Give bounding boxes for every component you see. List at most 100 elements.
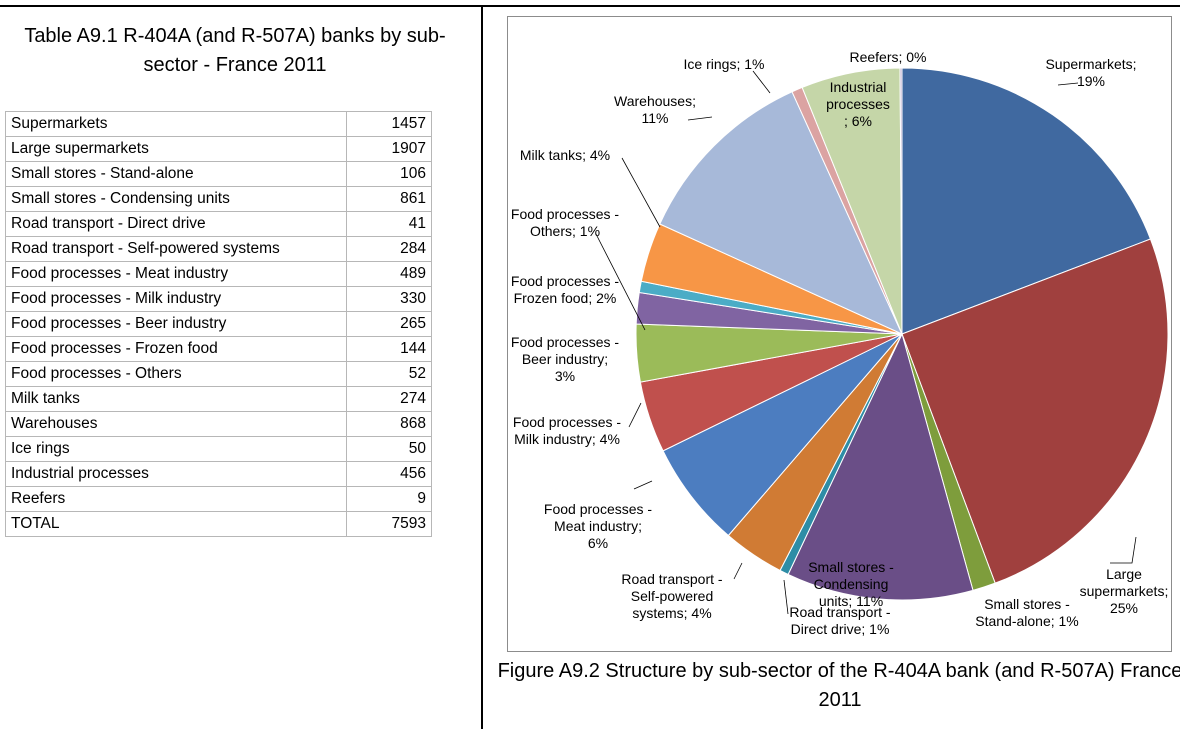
row-label: Food processes - Meat industry [5, 261, 347, 287]
slice-label: Small stores - [808, 559, 894, 575]
slice-label: Stand-alone; 1% [975, 613, 1079, 629]
row-value: 868 [346, 411, 432, 437]
row-label: Road transport - Direct drive [5, 211, 347, 237]
leader-line [752, 70, 771, 94]
row-value: 274 [346, 386, 432, 412]
table-row: Reefers 9 [5, 486, 432, 512]
row-value: 861 [346, 186, 432, 212]
leader-line [621, 157, 661, 228]
table-row: Food processes - Frozen food 144 [5, 336, 432, 362]
row-value: 41 [346, 211, 432, 237]
slice-label: Food processes - [511, 334, 619, 350]
row-label: Large supermarkets [5, 136, 347, 162]
row-value: 52 [346, 361, 432, 387]
row-value: 489 [346, 261, 432, 287]
row-label: Reefers [5, 486, 347, 512]
slice-label: Meat industry; [554, 518, 642, 534]
row-label: Road transport - Self-powered systems [5, 236, 347, 262]
table-row: Industrial processes 456 [5, 461, 432, 487]
row-value: 9 [346, 486, 432, 512]
slice-label: 6% [588, 535, 608, 551]
row-label: TOTAL [5, 511, 347, 537]
slice-label: Reefers; 0% [849, 49, 926, 65]
slice-label: 25% [1110, 600, 1138, 616]
slice-label: Small stores - [984, 596, 1070, 612]
table-row: Ice rings 50 [5, 436, 432, 462]
slice-label: Food processes - [511, 273, 619, 289]
leader-line [1110, 536, 1137, 564]
table-row: Food processes - Milk industry 330 [5, 286, 432, 312]
slice-label: systems; 4% [632, 605, 711, 621]
row-label: Food processes - Beer industry [5, 311, 347, 337]
pie-slice [899, 67, 903, 335]
slice-label: Supermarkets; [1045, 56, 1136, 72]
row-value: 1457 [346, 111, 432, 137]
slice-label: supermarkets; [1080, 583, 1169, 599]
table-row: TOTAL 7593 [5, 511, 432, 537]
table-row: Supermarkets 1457 [5, 111, 432, 137]
slice-label: units; 11% [819, 593, 883, 609]
leader-line [628, 402, 642, 428]
slice-label: Others; 1% [530, 223, 600, 239]
row-value: 456 [346, 461, 432, 487]
row-label: Industrial processes [5, 461, 347, 487]
table-row: Small stores - Stand-alone 106 [5, 161, 432, 187]
pie-slice [901, 238, 1169, 584]
row-label: Milk tanks [5, 386, 347, 412]
leader-line [595, 233, 646, 331]
slice-label: Warehouses; [614, 93, 696, 109]
table-row: Warehouses 868 [5, 411, 432, 437]
banks-table: Supermarkets 1457 Large supermarkets 1907 Sm… [5, 111, 432, 537]
row-value: 1907 [346, 136, 432, 162]
frame-column-divider [481, 5, 483, 729]
slice-label: 11% [642, 110, 669, 126]
pie-slice [787, 332, 974, 601]
table-row: Large supermarkets 1907 [5, 136, 432, 162]
slice-label: Food processes - [513, 414, 621, 430]
row-label: Warehouses [5, 411, 347, 437]
row-label: Ice rings [5, 436, 347, 462]
row-value: 144 [346, 336, 432, 362]
table-row: Food processes - Others 52 [5, 361, 432, 387]
table-row: Food processes - Meat industry 489 [5, 261, 432, 287]
table-caption: Table A9.1 R-404A (and R-507A) banks by … [24, 25, 446, 76]
table-row: Small stores - Condensing units 861 [5, 186, 432, 212]
slice-label: Food processes - [544, 501, 652, 517]
row-value: 50 [346, 436, 432, 462]
row-value: 106 [346, 161, 432, 187]
figure-caption: Figure A9.2 Structure by sub-sector of t… [497, 660, 1180, 711]
slice-label: Milk industry; 4% [514, 431, 620, 447]
slice-label: 3% [555, 368, 575, 384]
slice-label: Road transport - [789, 604, 890, 620]
leader-line [783, 579, 789, 615]
pie-slice [901, 67, 1152, 335]
slice-label: Frozen food; 2% [514, 290, 617, 306]
slice-label: Food processes - [511, 206, 619, 222]
slice-label: ; 6% [844, 113, 872, 129]
slice-label: Self-powered [631, 588, 714, 604]
row-label: Food processes - Frozen food [5, 336, 347, 362]
row-label: Food processes - Others [5, 361, 347, 387]
row-label: Supermarkets [5, 111, 347, 137]
slice-label: processes [826, 96, 890, 112]
slice-label: Road transport - [621, 571, 722, 587]
table-row: Milk tanks 274 [5, 386, 432, 412]
frame-top-rule [0, 5, 1180, 7]
row-label: Small stores - Stand-alone [5, 161, 347, 187]
table-row: Road transport - Direct drive 41 [5, 211, 432, 237]
slice-label: Direct drive; 1% [791, 621, 890, 637]
row-value: 7593 [346, 511, 432, 537]
row-label: Food processes - Milk industry [5, 286, 347, 312]
row-value: 284 [346, 236, 432, 262]
table-row: Food processes - Beer industry 265 [5, 311, 432, 337]
row-value: 265 [346, 311, 432, 337]
slice-label: 19% [1077, 73, 1105, 89]
table-row: Road transport - Self-powered systems 284 [5, 236, 432, 262]
leader-line [687, 116, 713, 121]
row-value: 330 [346, 286, 432, 312]
slice-label: Condensing [814, 576, 889, 592]
slice-label: Large [1106, 566, 1142, 582]
slice-label: Milk tanks; 4% [520, 147, 610, 163]
row-label: Small stores - Condensing units [5, 186, 347, 212]
